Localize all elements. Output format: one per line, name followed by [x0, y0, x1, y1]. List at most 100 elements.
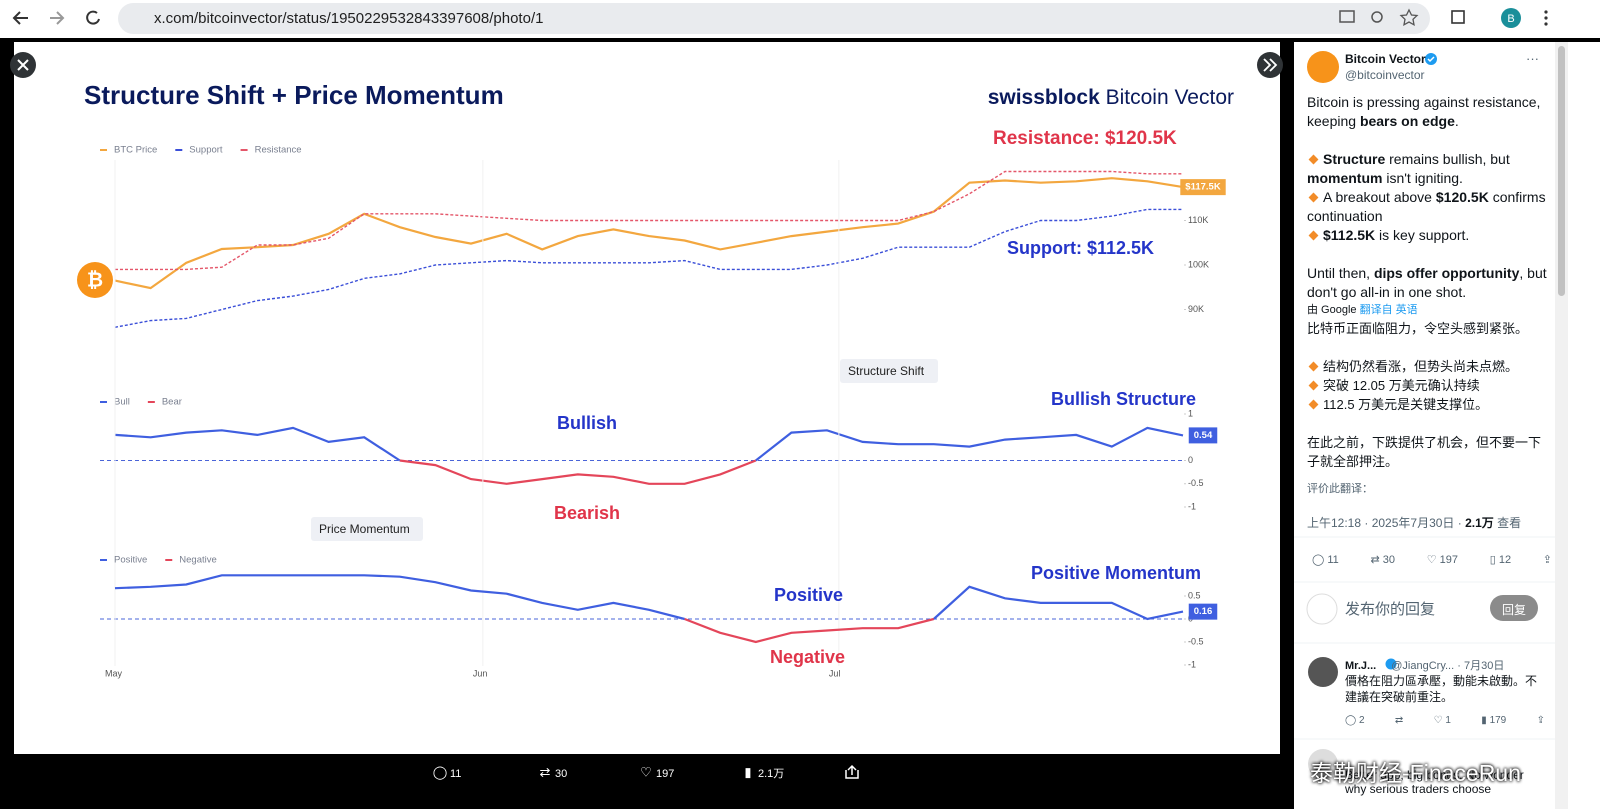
reload[interactable] — [86, 10, 100, 25]
profile[interactable] — [1501, 8, 1521, 28]
back[interactable] — [12, 11, 28, 25]
text-segment: A breakout above — [1323, 189, 1436, 205]
verified-badge — [1385, 658, 1397, 670]
text-segment: momentum — [1307, 170, 1383, 186]
extensions-icon[interactable] — [1451, 10, 1465, 24]
next-avatar — [1308, 749, 1338, 779]
brand-product: Bitcoin Vector — [1106, 86, 1234, 109]
count: 179 — [1489, 715, 1507, 726]
bullets: Structure remains bullish, but momentum … — [1307, 150, 1547, 245]
end-label-box — [1188, 603, 1218, 620]
count: 30 — [555, 768, 567, 780]
y-tick-label: 1 — [1188, 408, 1193, 418]
text-segment: isn't igniting. — [1382, 170, 1463, 186]
nav-icons — [12, 10, 100, 25]
icon: ♡ — [640, 764, 652, 779]
address-bar[interactable]: x.com/bitcoinvector/status/1950229532843… — [118, 3, 1430, 34]
star-icon[interactable] — [1399, 8, 1419, 27]
bottom-bar: ◯ 11 ⇄ 30 ♡ 197 ▮ 2.1万 — [433, 764, 859, 780]
edge — [1568, 42, 1600, 809]
y-tick-label: -0.5 — [1188, 636, 1204, 646]
bullet: $112.5K is key support. — [1307, 226, 1547, 245]
text-segment: , but don't go all-in in one shot. — [1307, 265, 1547, 300]
series-line — [114, 177, 1184, 290]
series-line — [114, 208, 1183, 328]
translated-by: 由 Google — [1307, 304, 1357, 316]
end-label-box — [1188, 427, 1218, 444]
count: 197 — [656, 768, 674, 780]
icon: ◯ — [433, 764, 448, 780]
y-tick-label: 0.5 — [1188, 590, 1201, 600]
reply-text: 價格在阻力區承壓，動能未啟動。不建議在突破前重注。 — [1345, 674, 1538, 704]
annotation: Positive Momentum — [1031, 563, 1202, 583]
repost-count[interactable]: ⇄ 30 — [1370, 554, 1396, 566]
count: 12 — [1498, 554, 1512, 566]
paragraph: 比特币正面临阻力，令空头感到紧张。 — [1307, 321, 1529, 336]
btc-logo — [77, 262, 113, 298]
bullet: 结构仍然看涨，但势头尚未点燃。 — [1307, 357, 1547, 376]
series-line — [115, 170, 1183, 271]
brand-name: swissblock — [988, 86, 1100, 109]
profile-initial: B — [1507, 13, 1514, 25]
count: 30 — [1382, 554, 1396, 566]
view-count: 2.1万 — [1465, 516, 1494, 530]
install-icon[interactable] — [1339, 10, 1355, 23]
annotation: Bullish — [557, 413, 618, 433]
share[interactable]: ⇪ — [1542, 554, 1552, 566]
like-count[interactable]: ♡ 197 — [1426, 554, 1459, 566]
text-segment: Bitcoin is pressing against resistance, … — [1307, 94, 1541, 129]
reply-input[interactable]: 发布你的回复 — [1345, 601, 1436, 618]
y-tick-label: -1 — [1188, 501, 1196, 511]
rate-translation: 评价此翻译： — [1307, 483, 1373, 495]
next-reply-text: Better app, big bonus. No wonder why ser… — [1345, 768, 1524, 796]
end-label-box — [1180, 179, 1226, 196]
paragraph: Bitcoin is pressing against resistance, … — [1307, 93, 1547, 131]
annotation: Negative — [770, 647, 846, 667]
reply-button-text: 回复 — [1502, 603, 1527, 617]
x-tick-label: Jun — [473, 668, 488, 678]
bookmark-count[interactable]: ▯ 12 — [1489, 554, 1512, 566]
author-handle[interactable]: @bitcoinvector — [1345, 68, 1425, 82]
share-icon — [845, 764, 859, 779]
reply-count[interactable]: ◯ 11 — [1312, 554, 1339, 566]
annotation: Bearish — [554, 503, 621, 523]
toolbar-icons: B — [1339, 8, 1548, 28]
annotation: Resistance: $120.5K — [993, 128, 1177, 149]
y-tick-label: 100K — [1188, 259, 1209, 269]
text-segment: Structure — [1323, 151, 1386, 167]
translated-from[interactable]: 翻译自 英语 — [1359, 304, 1418, 316]
y-tick-label: -1 — [1188, 659, 1196, 669]
x-tick-label: May — [105, 668, 123, 678]
bullet: Structure remains bullish, but momentum … — [1307, 150, 1547, 188]
text-segment: bears on edge — [1359, 113, 1455, 129]
forward[interactable] — [50, 11, 65, 25]
photo — [14, 42, 1280, 754]
end-label: 0.16 — [1194, 606, 1213, 617]
author-avatar[interactable] — [1307, 51, 1339, 83]
icon: ▮ — [744, 764, 751, 779]
annotation: Positive — [774, 585, 844, 605]
legend-label: Negative — [179, 555, 217, 566]
more-menu[interactable]: ··· — [1526, 51, 1539, 66]
reply-avatar[interactable] — [1308, 657, 1338, 687]
zoom-icon[interactable] — [1371, 11, 1383, 23]
legend-label: Positive — [114, 555, 147, 566]
badge-text: Price Momentum — [319, 522, 410, 536]
reply-button[interactable] — [1490, 595, 1538, 621]
legend-label: BTC Price — [114, 145, 157, 156]
sidebar-graphics — [1294, 51, 1555, 779]
bullet: A breakout above $120.5K confirms contin… — [1307, 188, 1547, 226]
count: 11 — [1327, 554, 1339, 566]
my-avatar — [1306, 593, 1338, 625]
reply-name[interactable]: Mr.J... — [1345, 660, 1377, 672]
author-name[interactable]: Bitcoin Vector — [1345, 52, 1426, 66]
series-line — [755, 426, 1184, 462]
annotation: Bullish Structure — [1051, 389, 1197, 409]
btc-logo-text: ₿ — [87, 269, 103, 291]
text-segment: $120.5K — [1435, 189, 1489, 205]
series-line — [684, 617, 935, 644]
reply-date: · 7月30日 — [1457, 660, 1505, 672]
legend-label: Resistance — [255, 145, 302, 156]
legend-label: Bull — [114, 397, 130, 408]
